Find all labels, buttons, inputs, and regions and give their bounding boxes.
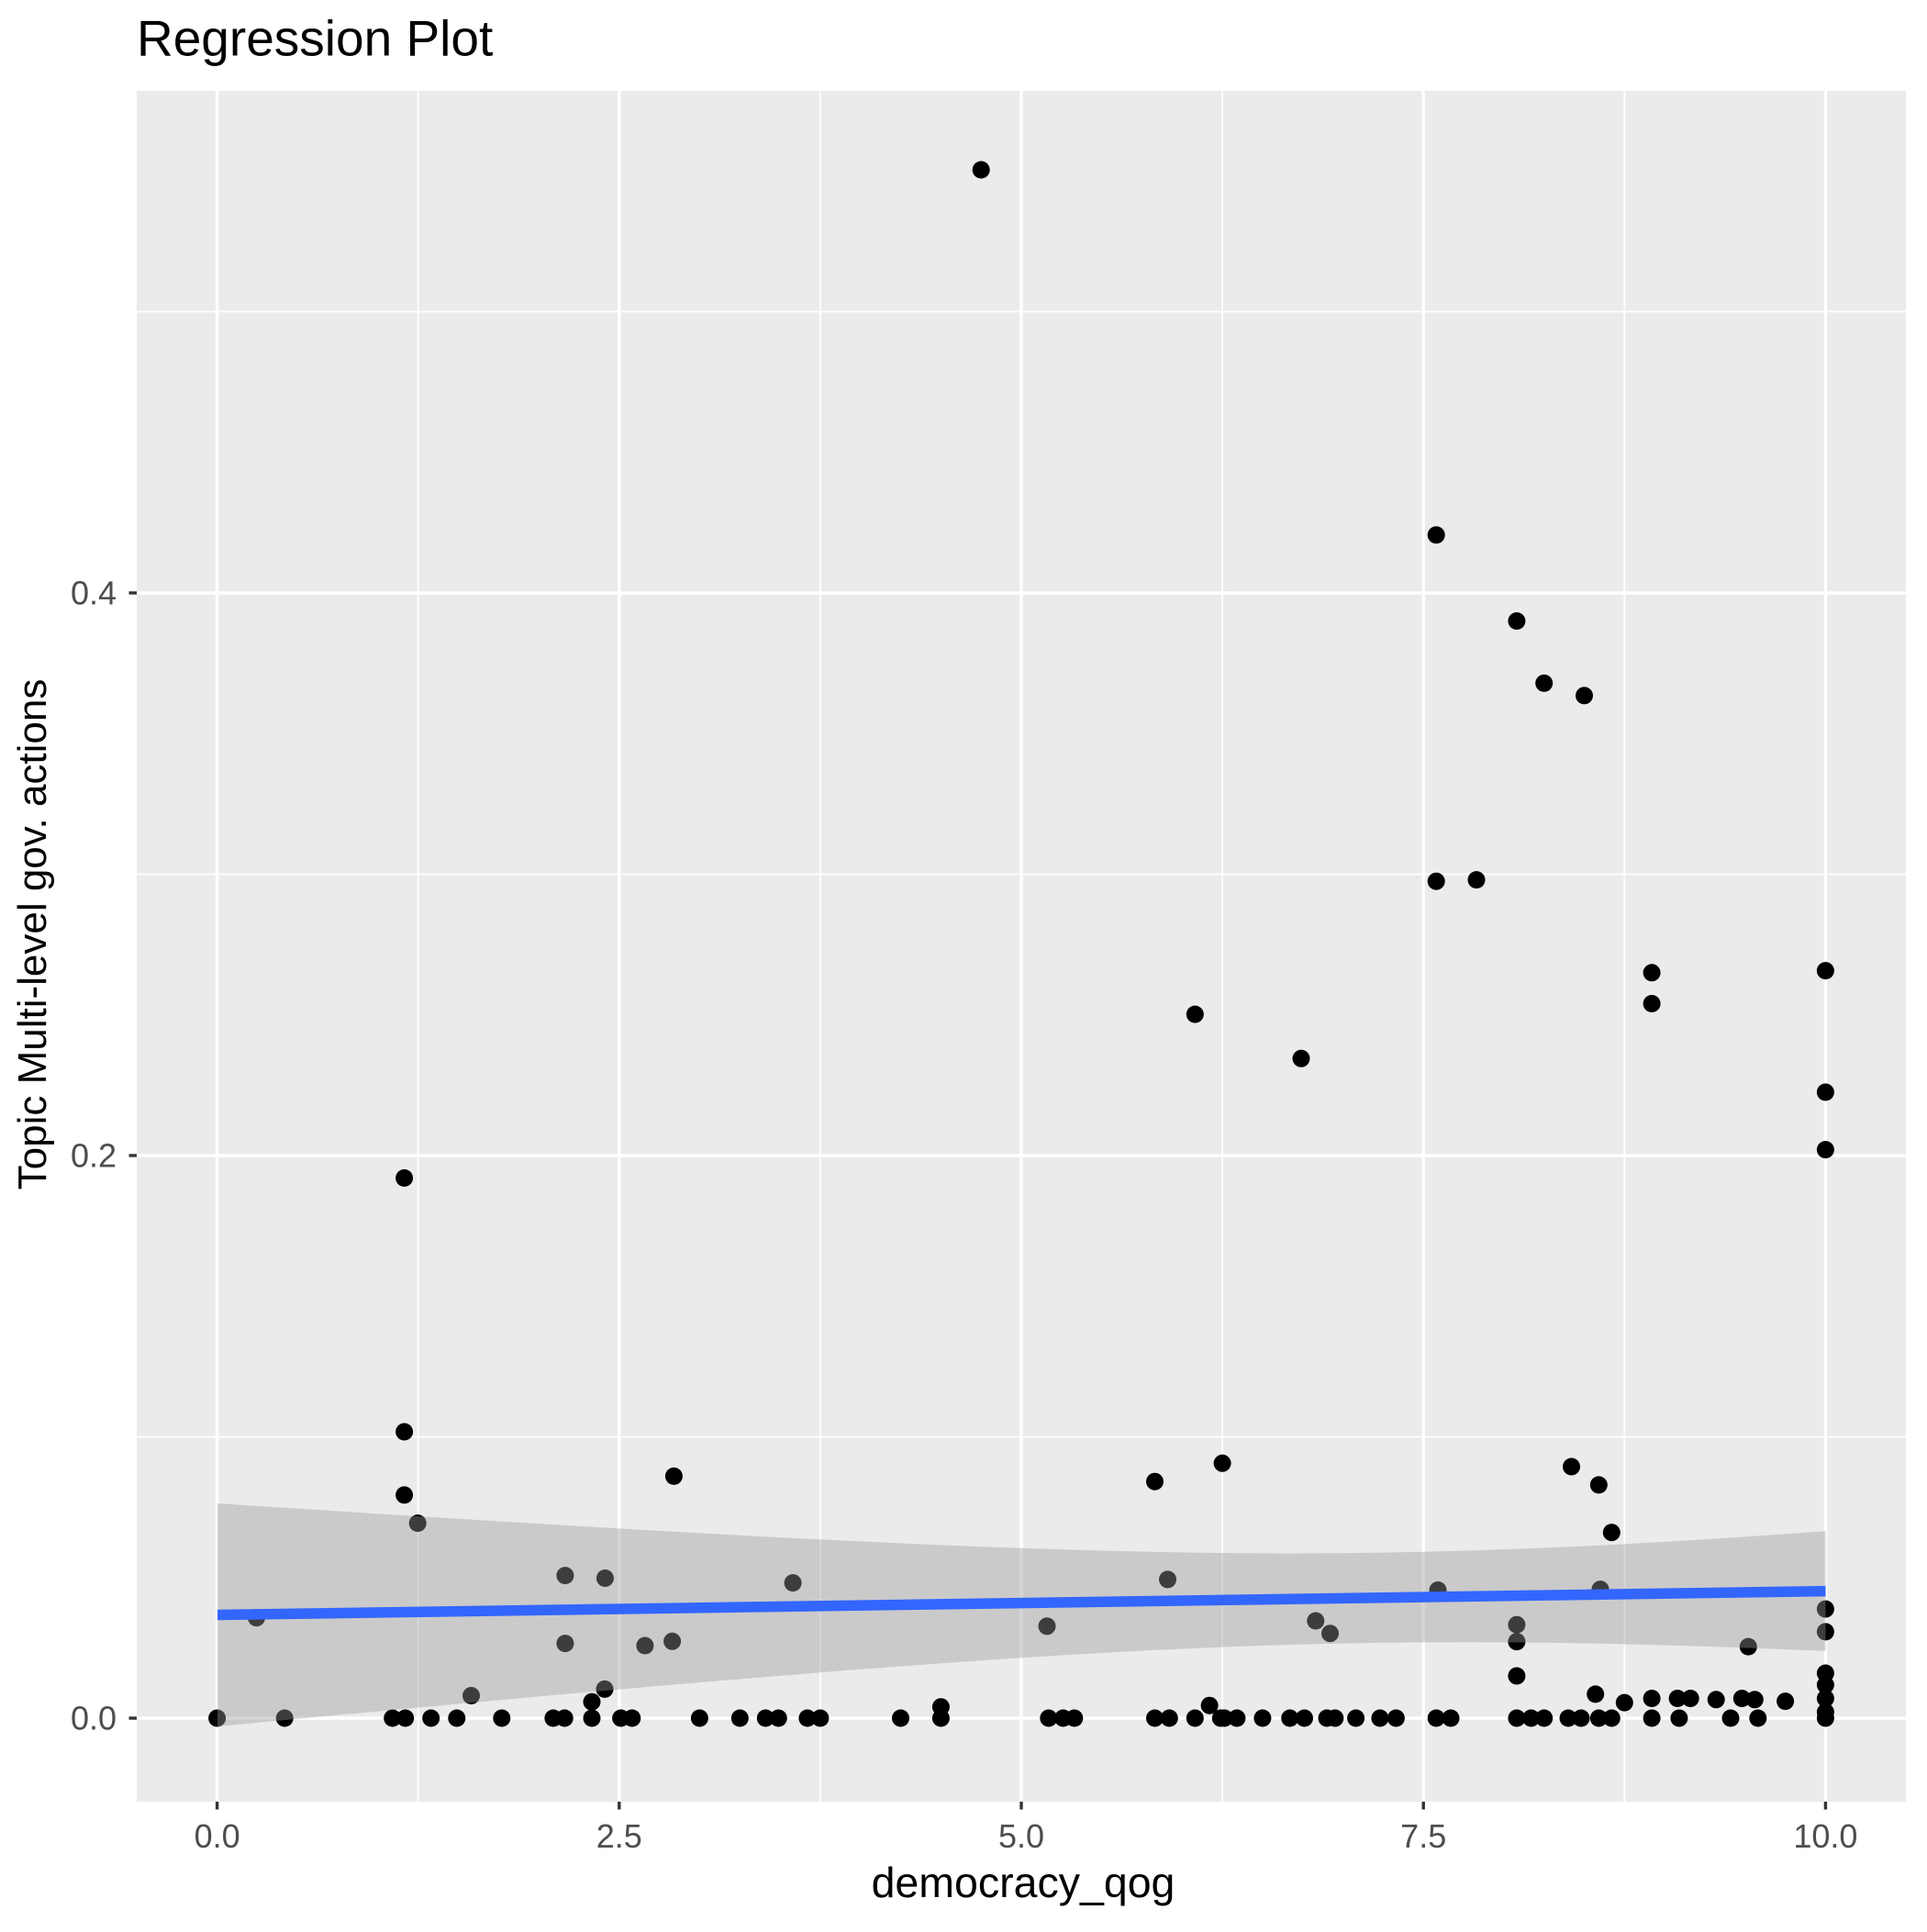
svg-text:0.2: 0.2 [71, 1137, 117, 1175]
svg-text:0.4: 0.4 [71, 575, 117, 612]
svg-text:2.5: 2.5 [596, 1817, 642, 1855]
svg-text:Topic Multi-level gov. actions: Topic Multi-level gov. actions [10, 679, 55, 1190]
svg-text:0.0: 0.0 [195, 1817, 240, 1855]
svg-text:Regression Plot: Regression Plot [137, 10, 493, 67]
svg-text:democracy_qog: democracy_qog [872, 1859, 1175, 1906]
svg-text:0.0: 0.0 [71, 1700, 117, 1737]
svg-text:5.0: 5.0 [998, 1817, 1044, 1855]
svg-text:10.0: 10.0 [1793, 1817, 1857, 1855]
svg-text:7.5: 7.5 [1400, 1817, 1446, 1855]
